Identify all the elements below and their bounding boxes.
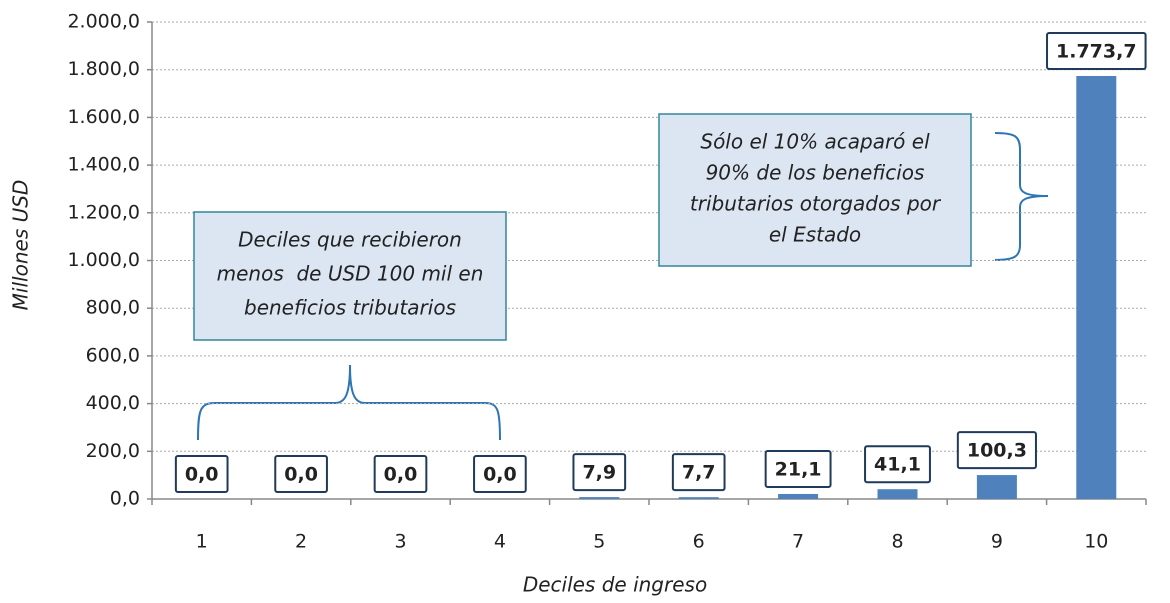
annotation-text: beneficios tributarios [244, 296, 456, 320]
value-label: 7,7 [682, 462, 716, 484]
bar [579, 497, 620, 499]
value-label-box [473, 455, 527, 493]
value-label-box [864, 445, 931, 484]
value-label: 21,1 [775, 458, 822, 480]
y-tick-label: 1.600,0 [67, 106, 140, 128]
bracket [197, 364, 501, 441]
annotation-text: Deciles que recibieron [238, 228, 462, 252]
bar [678, 497, 719, 499]
x-tick-label: 8 [891, 531, 903, 553]
value-label-box [174, 455, 229, 493]
y-tick-label: 400,0 [86, 392, 140, 414]
y-axis-title: Millones USD [9, 180, 33, 311]
value-label: 0,0 [384, 464, 418, 486]
annotation-text: el Estado [769, 223, 861, 247]
x-tick-label: 5 [593, 531, 605, 553]
value-label: 0,0 [483, 464, 517, 486]
y-tick-label: 1.800,0 [67, 58, 140, 80]
x-tick-label: 7 [792, 531, 804, 553]
value-label: 7,9 [582, 462, 616, 484]
value-label-box [274, 455, 328, 493]
value-label-box [956, 431, 1037, 470]
bar [976, 475, 1017, 499]
y-tick-label: 2.000,0 [67, 11, 140, 33]
value-label: 0,0 [284, 464, 318, 486]
bar [778, 493, 819, 499]
y-tick-label: 600,0 [86, 344, 140, 366]
value-label-box [671, 453, 726, 492]
y-tick-label: 1.200,0 [67, 201, 140, 223]
annotation-text: 90% de los beneficios [706, 161, 925, 185]
x-tick-label: 9 [991, 531, 1003, 553]
x-tick-label: 3 [394, 531, 406, 553]
annotation-text: Sólo el 10% acaparó el [700, 130, 930, 154]
x-tick-label: 2 [295, 531, 307, 553]
annotation-text: tributarios otorgados por [690, 192, 942, 216]
y-tick-label: 800,0 [86, 297, 140, 319]
y-tick-label: 200,0 [86, 440, 140, 462]
annotation-box [193, 211, 507, 341]
bar [1076, 75, 1117, 500]
bar [877, 489, 918, 499]
value-label-box [373, 455, 428, 493]
y-tick-label: 1.000,0 [67, 249, 140, 271]
x-tick-label: 6 [693, 531, 705, 553]
x-axis-title: Deciles de ingreso [523, 573, 707, 597]
value-label: 41,1 [874, 454, 921, 476]
value-label-box [572, 453, 627, 492]
x-tick-label: 10 [1084, 531, 1108, 553]
x-tick-label: 4 [494, 531, 506, 553]
value-label: 0,0 [185, 464, 219, 486]
bracket [994, 132, 1049, 261]
annotation-text: menos de USD 100 mil en [217, 262, 484, 286]
value-label: 1.773,7 [1056, 40, 1137, 62]
x-tick-label: 1 [196, 531, 208, 553]
value-label-box [1046, 31, 1147, 70]
value-label: 100,3 [967, 440, 1027, 462]
y-tick-label: 0,0 [110, 488, 140, 510]
annotation-box [658, 113, 972, 267]
y-tick-label: 1.400,0 [67, 154, 140, 176]
value-label-box [764, 449, 832, 488]
